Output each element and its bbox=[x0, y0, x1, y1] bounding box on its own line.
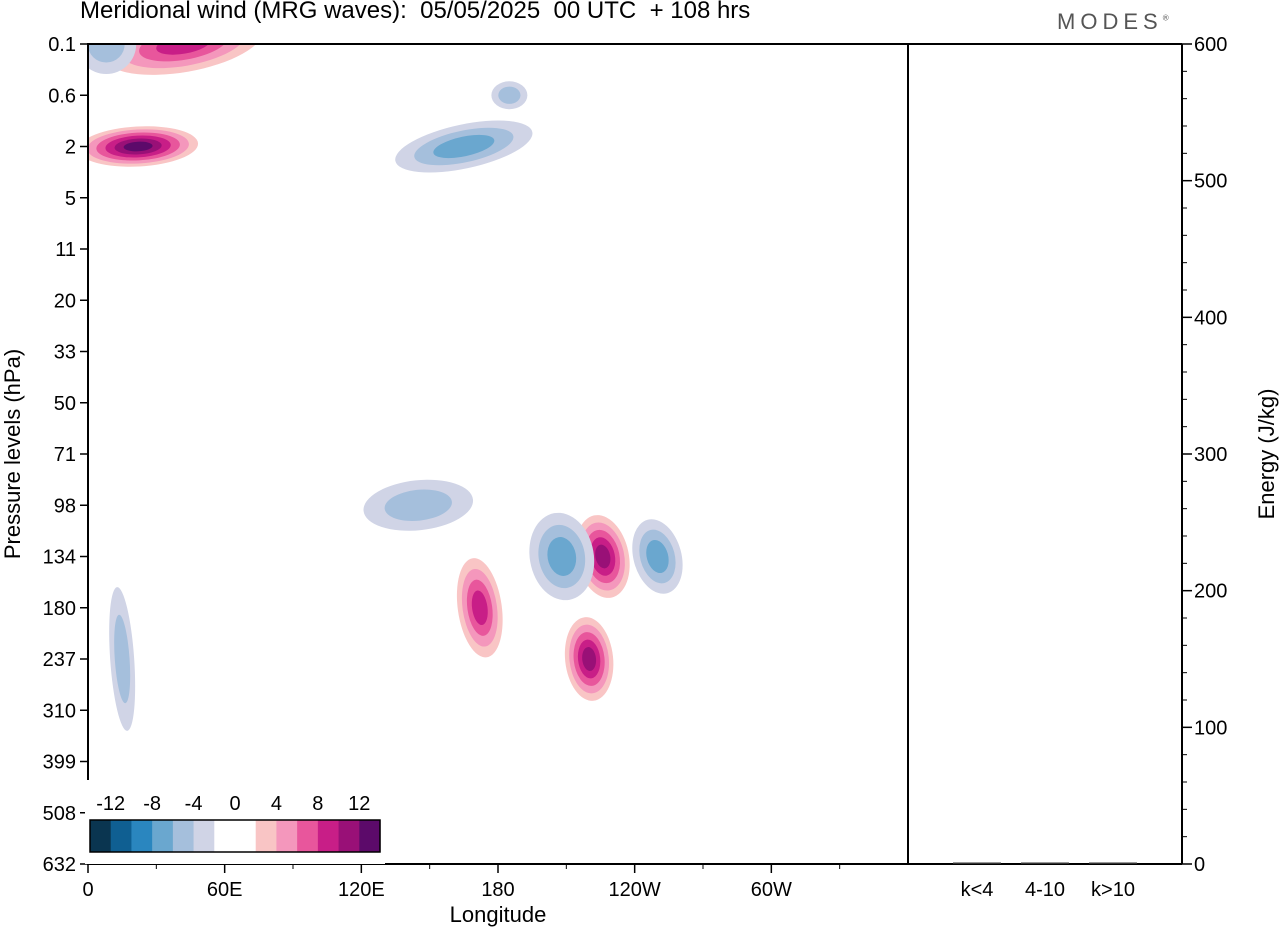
wind-contour-field bbox=[88, 44, 683, 731]
energy-tick-label: 100 bbox=[1194, 717, 1227, 739]
colorbar-swatch bbox=[214, 820, 236, 852]
colorbar-swatch bbox=[297, 820, 319, 852]
energy-category-label: 4-10 bbox=[1025, 879, 1065, 901]
energy-bar-1 bbox=[1021, 862, 1069, 864]
y-tick-label: 5 bbox=[65, 188, 76, 210]
colorbar-swatch bbox=[172, 820, 195, 852]
energy-bar-0 bbox=[953, 862, 1001, 864]
x-tick-label: 0 bbox=[82, 879, 93, 901]
colorbar-swatch bbox=[193, 820, 215, 852]
contour-negative-3-level-2 bbox=[547, 537, 577, 576]
energy-axis-title: Energy (J/kg) bbox=[1254, 389, 1279, 520]
colorbar-swatch bbox=[131, 820, 153, 852]
y-tick-label: 310 bbox=[43, 700, 76, 722]
colorbar-swatch bbox=[338, 820, 360, 852]
x-tick-label: 60E bbox=[207, 879, 243, 901]
y-tick-label: 11 bbox=[55, 239, 76, 261]
x-tick-label: 120W bbox=[609, 879, 661, 901]
contour-positive-2-level-4 bbox=[582, 647, 597, 671]
colorbar-legend: -12 -8 -4 0 4 8 12 bbox=[85, 780, 385, 864]
registered-mark: ® bbox=[1162, 13, 1169, 23]
x-axis-title: Longitude bbox=[450, 902, 547, 927]
x-tick-label: 180 bbox=[481, 879, 514, 901]
energy-panel: 0 100 200 300 400 500 600 Energy (J/kg) k<4 4-10 k… bbox=[908, 34, 1279, 901]
y-tick-label: 399 bbox=[43, 752, 76, 774]
colorbar-swatch bbox=[152, 820, 174, 852]
contour-negative-11-level-1 bbox=[88, 44, 125, 63]
axes-layer: 0.1 0.6 2 5 11 20 33 50 71 98 134 180 237 310 399 508 63… bbox=[0, 34, 909, 927]
colorbar-swatch bbox=[359, 820, 381, 852]
contour-negative-4-level-2 bbox=[646, 539, 669, 574]
contour-positive-0-level-3 bbox=[471, 590, 488, 626]
colorbar-label: 12 bbox=[348, 793, 370, 815]
energy-tick-label: 300 bbox=[1194, 444, 1227, 466]
energy-tick-label: 600 bbox=[1194, 34, 1227, 56]
y-tick-label: 508 bbox=[43, 803, 76, 825]
colorbar-swatch bbox=[235, 820, 257, 852]
energy-tick-label: 200 bbox=[1194, 581, 1227, 603]
brand-logo: MODES® bbox=[1057, 9, 1169, 35]
y-tick-label: 98 bbox=[54, 495, 76, 517]
colorbar-swatch bbox=[317, 820, 340, 852]
contour-negative-9-level-2 bbox=[433, 134, 495, 159]
y-tick-label: 71 bbox=[54, 444, 76, 466]
y-tick-label: 50 bbox=[54, 393, 76, 415]
colorbar-swatch bbox=[276, 820, 298, 852]
y-tick-label: 20 bbox=[54, 290, 76, 312]
y-axis-title: Pressure levels (hPa) bbox=[0, 349, 25, 559]
energy-tick-label: 0 bbox=[1194, 854, 1205, 876]
energy-tick-label: 400 bbox=[1194, 307, 1227, 329]
chart-title: Meridional wind (MRG waves): 05/05/2025 … bbox=[80, 0, 751, 24]
y-tick-label: 2 bbox=[65, 137, 76, 159]
contour-negative-5-level-1 bbox=[114, 614, 131, 704]
colorbar-label: -8 bbox=[143, 793, 161, 815]
colorbar-label: 8 bbox=[312, 793, 323, 815]
energy-category-label: k>10 bbox=[1091, 879, 1135, 901]
colorbar-label: -4 bbox=[185, 793, 203, 815]
y-tick-label: 237 bbox=[43, 649, 76, 671]
contour-positive-1-level-4 bbox=[595, 544, 611, 569]
contour-positive-7-level-5 bbox=[123, 141, 153, 152]
energy-bar-2 bbox=[1089, 862, 1137, 864]
contour-negative-10-level-1 bbox=[498, 86, 521, 104]
y-tick-label: 632 bbox=[43, 854, 76, 876]
brand-text: MODES bbox=[1057, 9, 1163, 34]
plot-frame bbox=[87, 43, 909, 865]
energy-category-label: k<4 bbox=[961, 879, 994, 901]
colorbar-swatch bbox=[255, 820, 278, 852]
x-tick-label: 120E bbox=[338, 879, 385, 901]
colorbar-swatch bbox=[110, 820, 133, 852]
y-tick-label: 33 bbox=[54, 342, 76, 364]
colorbar-label: 0 bbox=[229, 793, 240, 815]
y-tick-label: 0.6 bbox=[48, 85, 76, 107]
colorbar-frame bbox=[89, 819, 381, 853]
contour-negative-6-level-1 bbox=[384, 489, 452, 521]
energy-tick-label: 500 bbox=[1194, 171, 1227, 193]
y-tick-label: 134 bbox=[43, 547, 76, 569]
x-tick-label: 60W bbox=[751, 879, 792, 901]
colorbar-label: -12 bbox=[96, 793, 125, 815]
y-tick-label: 180 bbox=[43, 598, 76, 620]
y-tick-label: 0.1 bbox=[48, 34, 76, 56]
colorbar-label: 4 bbox=[271, 793, 282, 815]
contour-positive-8-level-3 bbox=[156, 44, 212, 55]
colorbar-swatch bbox=[90, 820, 112, 852]
